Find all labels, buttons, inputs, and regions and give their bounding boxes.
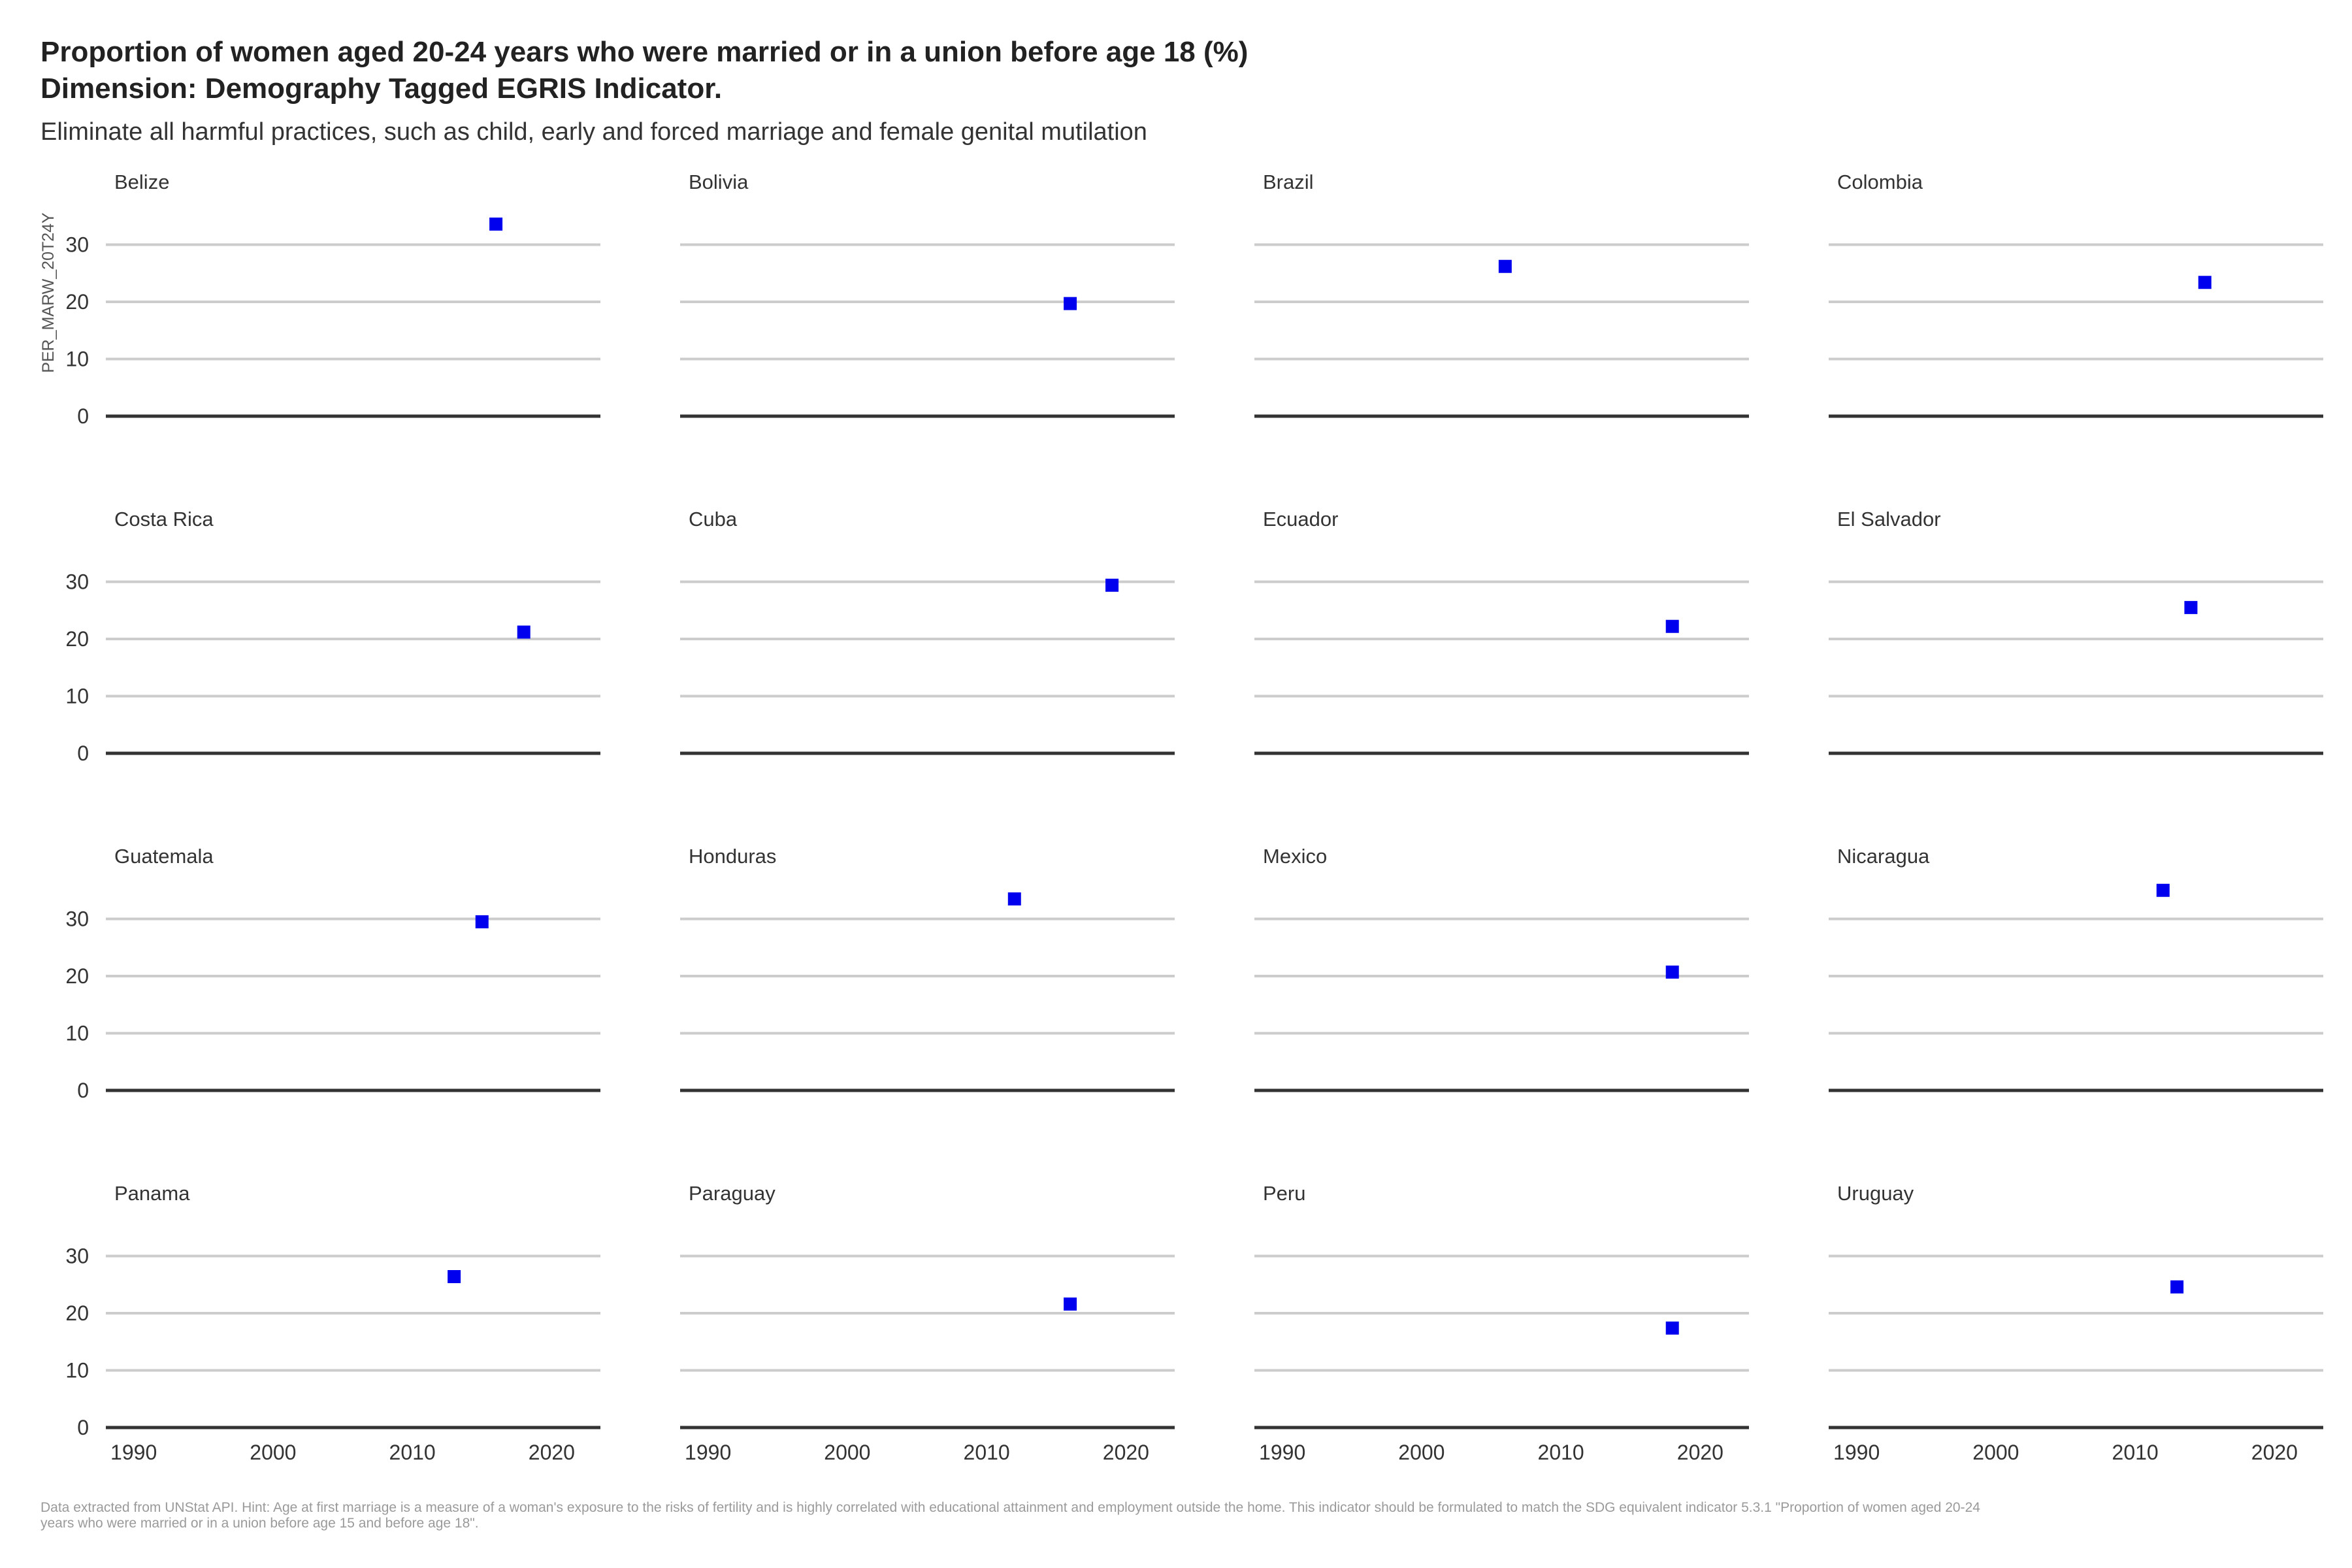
- panel-belize: Belize 0 10 20 30: [65, 171, 600, 428]
- data-point-colombia: [2198, 276, 2212, 289]
- y-tick-label-20: 20: [65, 290, 89, 314]
- x-tick-label-2020: 2020: [1103, 1441, 1149, 1464]
- y-tick-label-10: 10: [65, 1022, 89, 1045]
- data-point-mexico: [1665, 965, 1679, 979]
- panel-mexico: Mexico: [1254, 845, 1749, 1092]
- chart-subtitle: Eliminate all harmful practices, such as…: [41, 118, 1147, 146]
- data-point-costa-rica: [517, 625, 531, 639]
- panel-uruguay: Uruguay 1990 2000 2010 2020: [1829, 1182, 2323, 1464]
- x-tick-label-2000: 2000: [1972, 1441, 2019, 1464]
- panel-colombia: Colombia: [1829, 171, 2323, 418]
- x-tick-label-2020: 2020: [529, 1441, 575, 1464]
- y-tick-label-30: 30: [65, 570, 89, 594]
- panel-label-panama: Panama: [114, 1182, 190, 1205]
- panel-honduras: Honduras: [680, 845, 1175, 1092]
- x-tick-label-2010: 2010: [389, 1441, 436, 1464]
- x-tick-label-1990: 1990: [110, 1441, 157, 1464]
- x-tick-label-2000: 2000: [1398, 1441, 1445, 1464]
- x-tick-label-1990: 1990: [1833, 1441, 1880, 1464]
- panel-label-belize: Belize: [114, 171, 169, 193]
- panel-label-guatemala: Guatemala: [114, 845, 214, 868]
- data-point-panama: [448, 1270, 461, 1283]
- panel-label-costa-rica: Costa Rica: [114, 508, 214, 531]
- data-point-honduras: [1007, 892, 1021, 906]
- panel-nicaragua: Nicaragua: [1829, 845, 2323, 1092]
- x-tick-label-1990: 1990: [685, 1441, 731, 1464]
- caption-line2: years who were married or in a union bef…: [41, 1516, 479, 1531]
- y-tick-label-0: 0: [77, 404, 89, 428]
- panel-label-colombia: Colombia: [1837, 171, 1923, 193]
- panel-label-mexico: Mexico: [1263, 845, 1327, 868]
- panel-paraguay: Paraguay 1990 2000 2010 2020: [680, 1182, 1175, 1464]
- y-tick-label-20: 20: [65, 627, 89, 651]
- panel-label-peru: Peru: [1263, 1182, 1305, 1205]
- y-tick-label-30: 30: [65, 907, 89, 931]
- chart-title-line1: Proportion of women aged 20-24 years who…: [41, 36, 1248, 68]
- y-axis-title: PER_MARW_20T24Y: [39, 212, 57, 373]
- x-tick-label-2000: 2000: [250, 1441, 296, 1464]
- panel-label-ecuador: Ecuador: [1263, 508, 1338, 531]
- data-point-brazil: [1498, 259, 1512, 273]
- data-point-guatemala: [475, 915, 489, 928]
- data-point-peru: [1665, 1321, 1679, 1335]
- panel-panama: Panama 0 10 20 30 1990 2000 2010 2020: [65, 1182, 600, 1464]
- x-tick-label-2010: 2010: [1538, 1441, 1584, 1464]
- panel-label-brazil: Brazil: [1263, 171, 1314, 193]
- y-tick-label-0: 0: [77, 1416, 89, 1439]
- y-tick-label-30: 30: [65, 233, 89, 257]
- y-tick-label-0: 0: [77, 742, 89, 765]
- data-point-belize: [489, 218, 503, 231]
- y-tick-label-30: 30: [65, 1245, 89, 1268]
- y-tick-label-10: 10: [65, 685, 89, 708]
- panel-ecuador: Ecuador: [1254, 508, 1749, 755]
- y-tick-label-20: 20: [65, 1301, 89, 1325]
- panel-el-salvador: El Salvador: [1829, 508, 2323, 755]
- panel-label-honduras: Honduras: [689, 845, 776, 868]
- panel-label-cuba: Cuba: [689, 508, 738, 531]
- data-point-bolivia: [1064, 297, 1077, 310]
- x-tick-label-2020: 2020: [1677, 1441, 1723, 1464]
- facet-panels: PER_MARW_20T24Y Belize 0 10 20 30 Bolivia Brazi…: [39, 171, 2323, 1464]
- data-point-uruguay: [2170, 1280, 2184, 1294]
- panel-brazil: Brazil: [1254, 171, 1749, 418]
- data-point-el-salvador: [2184, 600, 2198, 614]
- panel-cuba: Cuba: [680, 508, 1175, 755]
- x-tick-label-2000: 2000: [824, 1441, 870, 1464]
- data-point-nicaragua: [2156, 883, 2170, 897]
- x-tick-label-2010: 2010: [2112, 1441, 2159, 1464]
- data-point-ecuador: [1665, 619, 1679, 633]
- y-tick-label-10: 10: [65, 1359, 89, 1382]
- panel-costa-rica: Costa Rica 0 10 20 30: [65, 508, 600, 765]
- caption-line1: Data extracted from UNStat API. Hint: Ag…: [41, 1500, 1980, 1515]
- panel-label-bolivia: Bolivia: [689, 171, 749, 193]
- x-tick-label-2010: 2010: [964, 1441, 1010, 1464]
- data-point-cuba: [1105, 578, 1119, 592]
- x-tick-label-1990: 1990: [1259, 1441, 1305, 1464]
- panel-label-paraguay: Paraguay: [689, 1182, 776, 1205]
- y-tick-label-20: 20: [65, 964, 89, 988]
- panel-label-nicaragua: Nicaragua: [1837, 845, 1930, 868]
- y-tick-label-10: 10: [65, 348, 89, 371]
- y-tick-label-0: 0: [77, 1079, 89, 1102]
- panel-label-uruguay: Uruguay: [1837, 1182, 1914, 1205]
- chart-title-line2: Dimension: Demography Tagged EGRIS Indic…: [41, 73, 722, 105]
- panel-guatemala: Guatemala 0 10 20 30: [65, 845, 600, 1102]
- panel-bolivia: Bolivia: [680, 171, 1175, 418]
- panel-label-el-salvador: El Salvador: [1837, 508, 1941, 531]
- panel-peru: Peru 1990 2000 2010 2020: [1254, 1182, 1749, 1464]
- data-point-paraguay: [1064, 1298, 1077, 1311]
- x-tick-label-2020: 2020: [2251, 1441, 2298, 1464]
